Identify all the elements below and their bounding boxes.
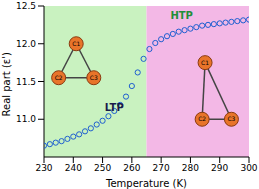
svg-text:11.5: 11.5 bbox=[16, 77, 36, 87]
svg-text:C3: C3 bbox=[90, 74, 98, 81]
svg-text:260: 260 bbox=[123, 163, 140, 173]
svg-text:C2: C2 bbox=[198, 115, 206, 122]
svg-text:12.0: 12.0 bbox=[16, 39, 36, 49]
svg-text:250: 250 bbox=[94, 163, 111, 173]
svg-text:Real part (ε'): Real part (ε') bbox=[1, 52, 12, 116]
svg-text:C3: C3 bbox=[227, 115, 235, 122]
svg-text:C2: C2 bbox=[55, 74, 63, 81]
svg-text:Temperature (K): Temperature (K) bbox=[105, 178, 187, 189]
svg-text:300: 300 bbox=[240, 163, 257, 173]
svg-text:11.0: 11.0 bbox=[16, 114, 36, 124]
svg-text:230: 230 bbox=[35, 163, 52, 173]
svg-text:240: 240 bbox=[65, 163, 82, 173]
svg-text:LTP: LTP bbox=[105, 102, 124, 113]
svg-text:C1: C1 bbox=[72, 40, 80, 47]
svg-text:C1: C1 bbox=[201, 59, 209, 66]
svg-text:270: 270 bbox=[153, 163, 170, 173]
svg-text:12.5: 12.5 bbox=[16, 1, 36, 11]
svg-text:280: 280 bbox=[182, 163, 199, 173]
svg-text:HTP: HTP bbox=[170, 10, 193, 21]
svg-text:290: 290 bbox=[211, 163, 228, 173]
